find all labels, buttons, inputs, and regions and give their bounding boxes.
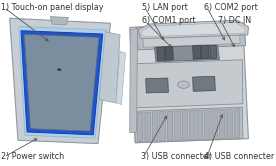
Polygon shape [193, 76, 215, 91]
Text: 1) Touch-on panel display: 1) Touch-on panel display [1, 3, 104, 12]
Polygon shape [138, 20, 248, 39]
Polygon shape [130, 28, 137, 133]
Polygon shape [21, 31, 103, 135]
Polygon shape [24, 34, 99, 131]
Polygon shape [142, 26, 240, 47]
Polygon shape [205, 110, 210, 139]
Polygon shape [10, 18, 110, 144]
Polygon shape [157, 47, 165, 61]
Polygon shape [135, 107, 243, 143]
Polygon shape [160, 112, 165, 141]
Text: 6) COM2 port: 6) COM2 port [204, 3, 258, 12]
Polygon shape [210, 45, 217, 58]
Polygon shape [219, 109, 225, 139]
Polygon shape [234, 109, 240, 138]
Text: 5) LAN port: 5) LAN port [142, 3, 188, 12]
Polygon shape [197, 110, 203, 140]
Polygon shape [155, 45, 219, 62]
Polygon shape [193, 45, 201, 59]
Polygon shape [50, 17, 68, 25]
Polygon shape [175, 111, 180, 140]
Polygon shape [145, 112, 150, 141]
Polygon shape [201, 45, 209, 59]
Circle shape [58, 69, 61, 71]
Polygon shape [130, 23, 248, 143]
Polygon shape [116, 51, 126, 105]
Polygon shape [146, 78, 168, 93]
Circle shape [177, 81, 190, 88]
Polygon shape [19, 27, 105, 138]
Polygon shape [212, 110, 217, 139]
Text: 3) USB connecter: 3) USB connecter [141, 152, 211, 161]
Text: 6) COM1 port: 6) COM1 port [142, 16, 196, 25]
Polygon shape [165, 46, 173, 60]
Polygon shape [137, 23, 246, 50]
Polygon shape [152, 112, 158, 141]
Polygon shape [141, 22, 245, 37]
Text: 2) Power switch: 2) Power switch [1, 152, 65, 161]
Text: 4) USB connecter: 4) USB connecter [204, 152, 275, 161]
Polygon shape [135, 60, 243, 108]
Polygon shape [167, 111, 173, 140]
Text: Mettler: Mettler [57, 32, 70, 36]
Text: 7) DC IN: 7) DC IN [218, 16, 251, 25]
Polygon shape [99, 32, 120, 103]
Polygon shape [190, 110, 195, 140]
Polygon shape [137, 112, 143, 141]
Polygon shape [182, 111, 188, 140]
Polygon shape [227, 109, 232, 139]
